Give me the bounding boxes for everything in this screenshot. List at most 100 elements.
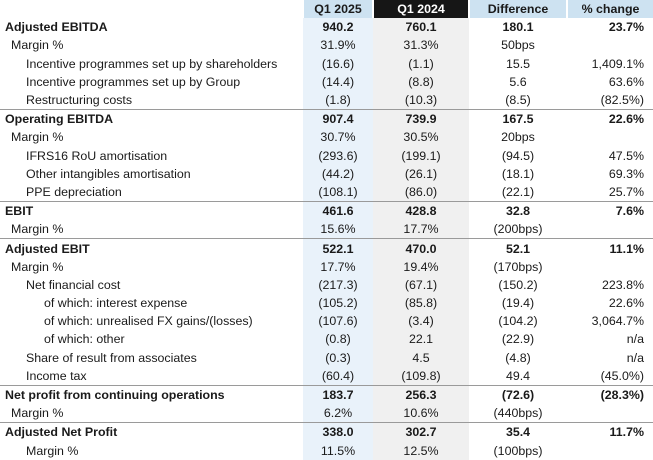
cell-difference: (170bps) [493,259,543,274]
table-row: of which: interest expense (105.2) (85.8… [0,294,653,313]
table-row: Net financial cost (217.3) (67.1) (150.2… [0,275,653,294]
cell-q1-2024: (85.8) [373,294,469,313]
row-label: Operating EBITDA [0,109,303,129]
row-label: Margin % [11,259,64,274]
table-row: Adjusted Net Profit 338.0 302.7 35.4 11.… [0,422,653,442]
header-pct-change: % change [566,0,653,19]
cell-q1-2024: 19.4% [373,257,469,276]
cell-q1-2024: 31.3% [373,36,469,55]
cell-difference: (72.6) [469,384,567,405]
row-label: IFRS16 RoU amortisation [26,148,168,163]
cell-q1-2025: 940.2 [303,18,373,37]
cell-pct-change: 11.1% [567,238,653,258]
row-label: of which: interest expense [44,296,188,311]
cell-q1-2024: (109.8) [373,366,469,386]
cell-pct-change: n/a [626,332,644,347]
cell-pct-change: 23.7% [608,20,644,35]
row-label: Adjusted EBITDA [5,20,108,35]
row-label: EBIT [0,201,303,221]
cell-q1-2025: (44.2) [303,164,373,183]
cell-q1-2024: (1.1) [373,54,469,73]
cell-q1-2025: (105.2) [303,294,373,313]
cell-q1-2025: (108.1) [303,182,373,202]
header-q1-2024: Q1 2024 [372,0,469,19]
cell-q1-2024: (10.3) [373,90,469,110]
cell-q1-2025: (107.6) [303,312,373,331]
cell-q1-2025: 461.6 [303,201,373,221]
cell-pct-change [567,258,653,276]
cell-q1-2025: 907.4 [303,109,373,129]
row-label: Income tax [26,368,87,383]
row-label: Net financial cost [26,277,121,292]
table-row: Incentive programmes set up by sharehold… [0,54,653,73]
cell-pct-change: (28.3%) [567,384,653,405]
cell-difference: (22.1) [501,184,535,199]
row-label: Margin % [11,406,64,421]
cell-q1-2024: 22.1 [373,330,469,349]
cell-q1-2024: 17.7% [373,220,469,239]
table-row: Operating EBITDA 907.4 739.9 167.5 22.6% [0,109,653,129]
cell-q1-2025: 6.2% [303,404,373,423]
row-label: Margin % [11,130,64,145]
cell-q1-2024: (67.1) [373,275,469,294]
cell-difference: (19.4) [501,296,535,311]
cell-pct-change: 223.8% [601,277,644,292]
cell-q1-2025: (16.6) [303,54,373,73]
cell-pct-change: 25.7% [608,184,644,199]
table-row: Income tax (60.4) (109.8) 49.4 (45.0%) [0,366,653,386]
cell-difference: 32.8 [469,201,567,221]
cell-q1-2025: (293.6) [303,146,373,165]
table-row: IFRS16 RoU amortisation (293.6) (199.1) … [0,146,653,165]
cell-difference: 49.4 [505,368,531,383]
cell-q1-2024: 302.7 [373,422,469,442]
cell-pct-change [567,36,653,54]
table-row: Margin % 11.5% 12.5% (100bps) [0,441,653,460]
table-row: PPE depreciation (108.1) (86.0) (22.1) 2… [0,182,653,202]
cell-difference: (100bps) [493,443,543,458]
cell-q1-2025: (1.8) [303,90,373,110]
cell-difference: (150.2) [498,277,538,292]
cell-pct-change [567,404,653,423]
cell-q1-2024: (26.1) [373,164,469,183]
cell-pct-change: 1,409.1% [591,56,644,71]
cell-q1-2024: 428.8 [373,201,469,221]
table-row: Restructuring costs (1.8) (10.3) (8.5) (… [0,90,653,110]
table-row: Margin % 31.9% 31.3% 50bps [0,36,653,55]
header-label-cell [0,0,303,19]
cell-pct-change: 3,064.7% [591,314,644,329]
cell-pct-change: (45.0%) [600,368,644,383]
cell-difference: 167.5 [469,109,567,129]
row-label: Share of result from associates [26,350,197,365]
cell-q1-2025: (217.3) [303,275,373,294]
cell-pct-change: 63.6% [608,74,644,89]
table-row: of which: unrealised FX gains/(losses) (… [0,312,653,331]
row-label: Margin % [11,222,64,237]
row-label: Incentive programmes set up by sharehold… [26,56,278,71]
cell-difference: 5.6 [509,74,527,89]
cell-pct-change: 7.6% [567,201,653,221]
row-label: Margin % [26,443,79,458]
cell-q1-2025: 183.7 [303,384,373,405]
cell-difference: (22.9) [501,332,535,347]
cell-q1-2024: (8.8) [373,72,469,91]
header-difference: Difference [468,0,567,19]
cell-q1-2025: 31.9% [303,36,373,55]
table-row: EBIT 461.6 428.8 32.8 7.6% [0,201,653,221]
cell-difference: (104.2) [498,314,538,329]
row-label: Other intangibles amortisation [26,166,191,181]
cell-q1-2024: 12.5% [373,441,469,460]
cell-q1-2024: (3.4) [373,312,469,331]
cell-pct-change: 22.6% [608,296,644,311]
cell-difference: (18.1) [501,166,535,181]
table-row: Margin % 30.7% 30.5% 20bps [0,128,653,147]
cell-q1-2025: (60.4) [303,366,373,386]
cell-pct-change [567,220,653,239]
table-row: Adjusted EBIT 522.1 470.0 52.1 11.1% [0,238,653,258]
cell-difference: 15.5 [505,56,531,71]
cell-pct-change: 69.3% [608,166,644,181]
cell-pct-change: (82.5%) [600,93,644,108]
cell-q1-2025: (14.4) [303,72,373,91]
row-label: of which: other [44,332,125,347]
cell-difference: 52.1 [469,238,567,258]
